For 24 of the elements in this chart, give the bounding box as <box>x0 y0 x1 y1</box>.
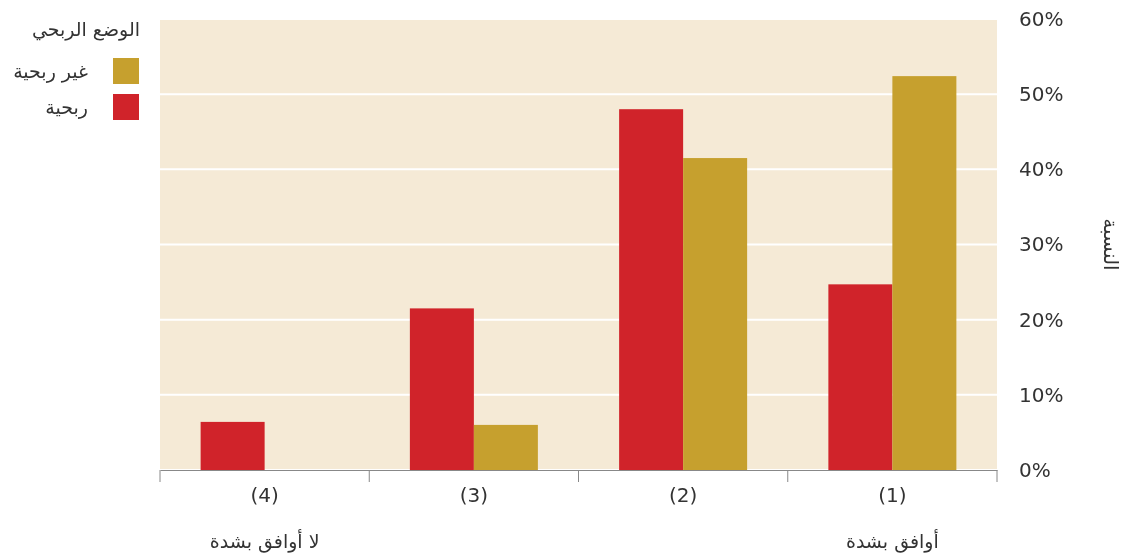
x-tick-label: (2) <box>668 483 698 508</box>
x-tick-label: (1) <box>878 483 907 508</box>
y-tick-label: 0% <box>1019 457 1051 482</box>
y-tick-label: 10% <box>1019 382 1064 407</box>
bar <box>200 421 265 470</box>
text: أوافق بشدة <box>845 529 939 553</box>
legend-label: غير ربحية <box>13 60 89 83</box>
bar <box>683 158 748 470</box>
legend-label: ربحية <box>45 96 88 119</box>
bar <box>828 284 893 470</box>
y-tick-label: 40% <box>1019 157 1064 182</box>
x-tick-label: (3) <box>459 483 489 508</box>
y-tick-label: 50% <box>1019 82 1064 107</box>
y-axis-title: النسبة <box>1099 218 1123 271</box>
y-tick-label: 60% <box>1019 6 1064 31</box>
text: لا أوافق بشدة <box>209 529 320 553</box>
legend-title: الوضع الربحي <box>31 18 140 41</box>
bar <box>619 109 684 470</box>
x-tick-label: (4) <box>250 483 279 508</box>
bar <box>409 308 474 470</box>
y-tick-label: 20% <box>1019 307 1064 332</box>
bar <box>473 424 538 470</box>
bar <box>892 76 957 470</box>
y-tick-label: 30% <box>1019 232 1064 257</box>
